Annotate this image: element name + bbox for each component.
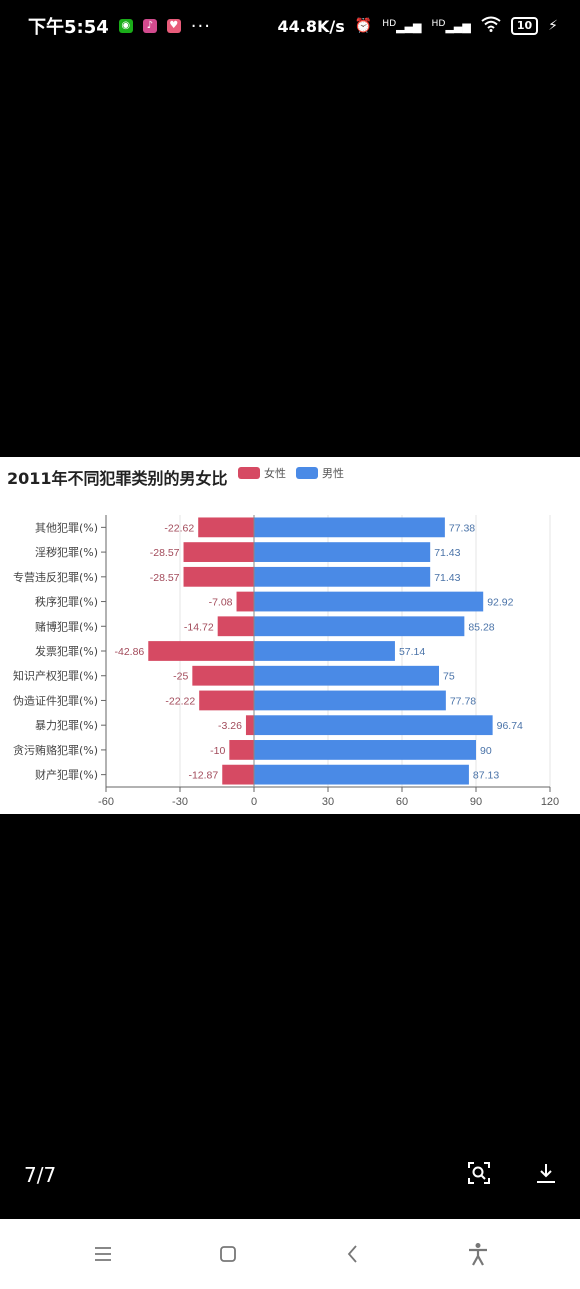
heart-notification-icon: ♥ [166,19,181,33]
bar-male [254,665,439,686]
bar-female [192,665,254,686]
data-label-male: 90 [480,745,492,757]
category-label: 暴力犯罪(%) [35,719,98,732]
category-label: 贪污贿赂犯罪(%) [13,743,98,757]
data-label-male: 77.38 [449,522,475,534]
data-label-male: 71.43 [434,547,460,559]
category-label: 其他犯罪(%) [35,521,98,534]
data-label-female: -7.08 [209,597,233,609]
x-tick-label: 120 [541,796,559,808]
bar-female [222,764,254,785]
menu-icon[interactable] [83,1234,123,1274]
bar-male [254,641,395,661]
page-counter: 7/7 [24,1163,57,1187]
data-label-male: 75 [443,671,455,683]
bar-male [254,591,484,612]
category-label: 专营违反犯罪(%) [13,570,98,584]
category-label: 财产犯罪(%) [35,768,98,782]
data-label-female: -3.26 [218,720,242,732]
category-label: 淫秽犯罪(%) [35,546,98,559]
bar-male [254,517,445,538]
signal-2-icon: HD▂▄▆ [431,18,471,34]
wifi-icon [481,16,501,36]
legend-swatch-female [238,467,260,479]
bar-male [254,764,469,785]
data-label-female: -14.72 [184,621,214,633]
music-notification-icon: ♪ [142,19,157,33]
category-label: 发票犯罪(%) [35,644,98,658]
bar-female [148,641,254,661]
data-label-male: 92.92 [487,597,513,609]
bar-male [254,690,446,711]
bar-female [183,566,254,587]
data-label-female: -12.87 [188,770,218,782]
home-icon[interactable] [208,1234,248,1274]
data-label-male: 71.43 [434,572,460,584]
status-left: 下午5:54 ◉ ♪ ♥ ··· [28,13,211,39]
legend-swatch-male [296,467,318,479]
status-time: 下午5:54 [28,17,109,38]
signal-1-icon: HD▂▄▆ [382,18,422,34]
bar-male [254,715,493,736]
navigation-bar [0,1219,580,1289]
download-icon[interactable] [533,1160,559,1186]
data-label-female: -22.62 [164,522,194,534]
x-tick-label: 60 [396,796,408,808]
network-speed: 44.8K/s [277,16,345,36]
image-search-icon[interactable] [466,1160,492,1186]
data-label-female: -10 [210,745,225,757]
x-tick-label: 0 [251,796,257,808]
battery-icon: 10 [510,17,539,35]
data-label-male: 85.28 [468,621,494,633]
x-tick-label: -60 [98,796,114,808]
bar-female [229,740,254,760]
legend-item-female: 女性 [238,465,286,481]
legend-item-male: 男性 [296,465,344,481]
bar-male [254,566,431,587]
chart-image[interactable]: -60 -30 0 30 60 90 120 其他犯罪(%) -22.62 77.38 淫秽犯罪(%… [0,457,580,814]
accessibility-icon[interactable] [458,1234,498,1274]
data-label-female: -25 [173,671,188,683]
x-tick-label: 90 [470,796,482,808]
data-label-male: 57.14 [399,646,425,658]
bar-female [245,715,254,736]
category-label: 伪造证件犯罪(%) [13,693,98,707]
data-label-female: -28.57 [150,547,180,559]
x-tick-label: 30 [322,796,334,808]
bar-female [217,616,254,637]
category-label: 秩序犯罪(%) [35,595,98,609]
bar-male [254,616,465,637]
bar-male [254,542,431,562]
legend-label-male: 男性 [322,467,344,480]
charging-icon: ⚡ [548,18,558,34]
chart-title: 2011年不同犯罪类别的男女比 [7,469,228,488]
bar-female [236,591,254,612]
x-tick-label: -30 [172,796,188,808]
data-label-female: -22.22 [165,695,195,707]
bar-female [183,542,254,562]
alarm-icon: ⏰ [354,18,373,34]
bar-male [254,740,476,760]
legend-label-female: 女性 [264,467,286,480]
bar-female [198,517,254,538]
status-right: 44.8K/s ⏰ HD▂▄▆ HD▂▄▆ 10 ⚡ [278,16,559,36]
status-bar: 下午5:54 ◉ ♪ ♥ ··· 44.8K/s ⏰ HD▂▄▆ HD▂▄▆ 1… [0,0,580,52]
back-icon[interactable] [333,1234,373,1274]
category-label: 知识产权犯罪(%) [13,669,98,683]
category-label: 赌博犯罪(%) [35,619,98,633]
data-label-male: 87.13 [473,770,499,782]
wechat-notification-icon: ◉ [118,19,133,33]
chart-legend: 女性 男性 [238,465,344,481]
bar-female [199,690,254,711]
data-label-male: 96.74 [497,720,523,732]
data-label-female: -42.86 [114,646,144,658]
bar-chart: -60 -30 0 30 60 90 120 其他犯罪(%) -22.62 77.38 淫秽犯罪(%… [13,515,559,808]
data-label-male: 77.78 [450,695,476,707]
data-label-female: -28.57 [150,572,180,584]
more-notifications-icon: ··· [190,15,211,37]
